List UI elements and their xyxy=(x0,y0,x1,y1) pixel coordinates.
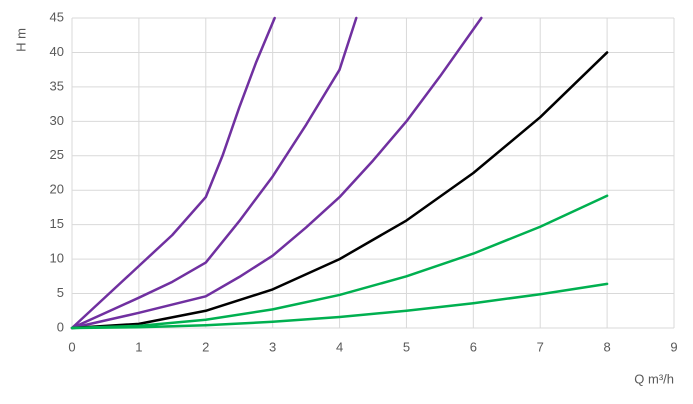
x-tick-label: 2 xyxy=(202,339,209,354)
y-tick-label: 20 xyxy=(50,182,64,197)
y-tick-label: 40 xyxy=(50,44,64,59)
y-axis-label: H m xyxy=(13,28,28,52)
line-series xyxy=(70,282,609,330)
y-tick-label: 0 xyxy=(57,319,64,334)
y-tick-label: 25 xyxy=(50,147,64,162)
x-tick-label: 1 xyxy=(135,339,142,354)
x-tick-label: 0 xyxy=(68,339,75,354)
x-tick-label: 3 xyxy=(269,339,276,354)
x-tick-label: 5 xyxy=(403,339,410,354)
line-series xyxy=(70,194,609,330)
x-axis-label: Q m³/h xyxy=(634,371,674,386)
y-tick-label: 35 xyxy=(50,78,64,93)
x-tick-label: 7 xyxy=(537,339,544,354)
line-series xyxy=(70,16,276,330)
y-tick-label: 15 xyxy=(50,216,64,231)
line-series xyxy=(70,16,358,330)
y-tick-label: 5 xyxy=(57,285,64,300)
line-series xyxy=(70,51,609,330)
x-tick-label: 9 xyxy=(670,339,677,354)
y-tick-label: 45 xyxy=(50,9,64,24)
x-tick-label: 6 xyxy=(470,339,477,354)
line-series xyxy=(70,16,483,330)
y-tick-label: 10 xyxy=(50,251,64,266)
x-tick-label: 8 xyxy=(603,339,610,354)
x-tick-label: 4 xyxy=(336,339,343,354)
y-tick-label: 30 xyxy=(50,113,64,128)
